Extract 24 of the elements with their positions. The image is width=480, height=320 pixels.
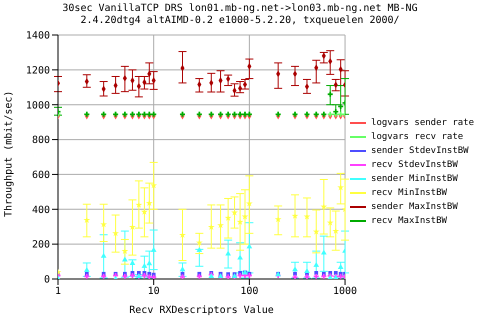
y-tick-label: 400 — [32, 204, 50, 216]
x-axis-title: Recv RXDescriptors Value — [129, 305, 274, 316]
x-tick-label: 1000 — [333, 286, 358, 298]
legend-label: logvars sender rate — [371, 118, 474, 128]
y-tick-label: 600 — [32, 170, 50, 181]
y-tick-label: 0 — [44, 274, 50, 286]
y-tick-label: 1200 — [26, 65, 50, 76]
legend-label: sender MaxInstBW — [371, 202, 458, 212]
x-tick-label: 1 — [54, 286, 62, 298]
legend-label: logvars recv rate — [371, 132, 464, 142]
y-tick-label: 200 — [32, 240, 50, 251]
legend-label: sender MinInstBW — [371, 174, 458, 184]
x-tick-label: 100 — [240, 286, 258, 298]
y-tick-label: 1400 — [26, 30, 50, 42]
legend-label: recv MinInstBW — [371, 188, 447, 198]
legend-label: recv MaxInstBW — [371, 216, 447, 226]
chart-subtitle: 2.4.20dtg4 altAIMD-0.2 e1000-5.2.20, txqueuelen 2000/ — [79, 15, 401, 27]
y-tick-label: 800 — [32, 135, 50, 146]
legend-label: sender StdevInstBW — [371, 146, 469, 156]
legend-label: recv StdevInstBW — [371, 160, 458, 170]
y-axis-title: Throughput (mbit/sec) — [4, 90, 15, 217]
y-tick-label: 1000 — [26, 100, 50, 112]
x-tick-label: 10 — [148, 286, 160, 298]
chart-title: 30sec VanillaTCP DRS lon01.mb-ng.net->lon03.mb-ng.net MB-NG — [61, 3, 419, 15]
